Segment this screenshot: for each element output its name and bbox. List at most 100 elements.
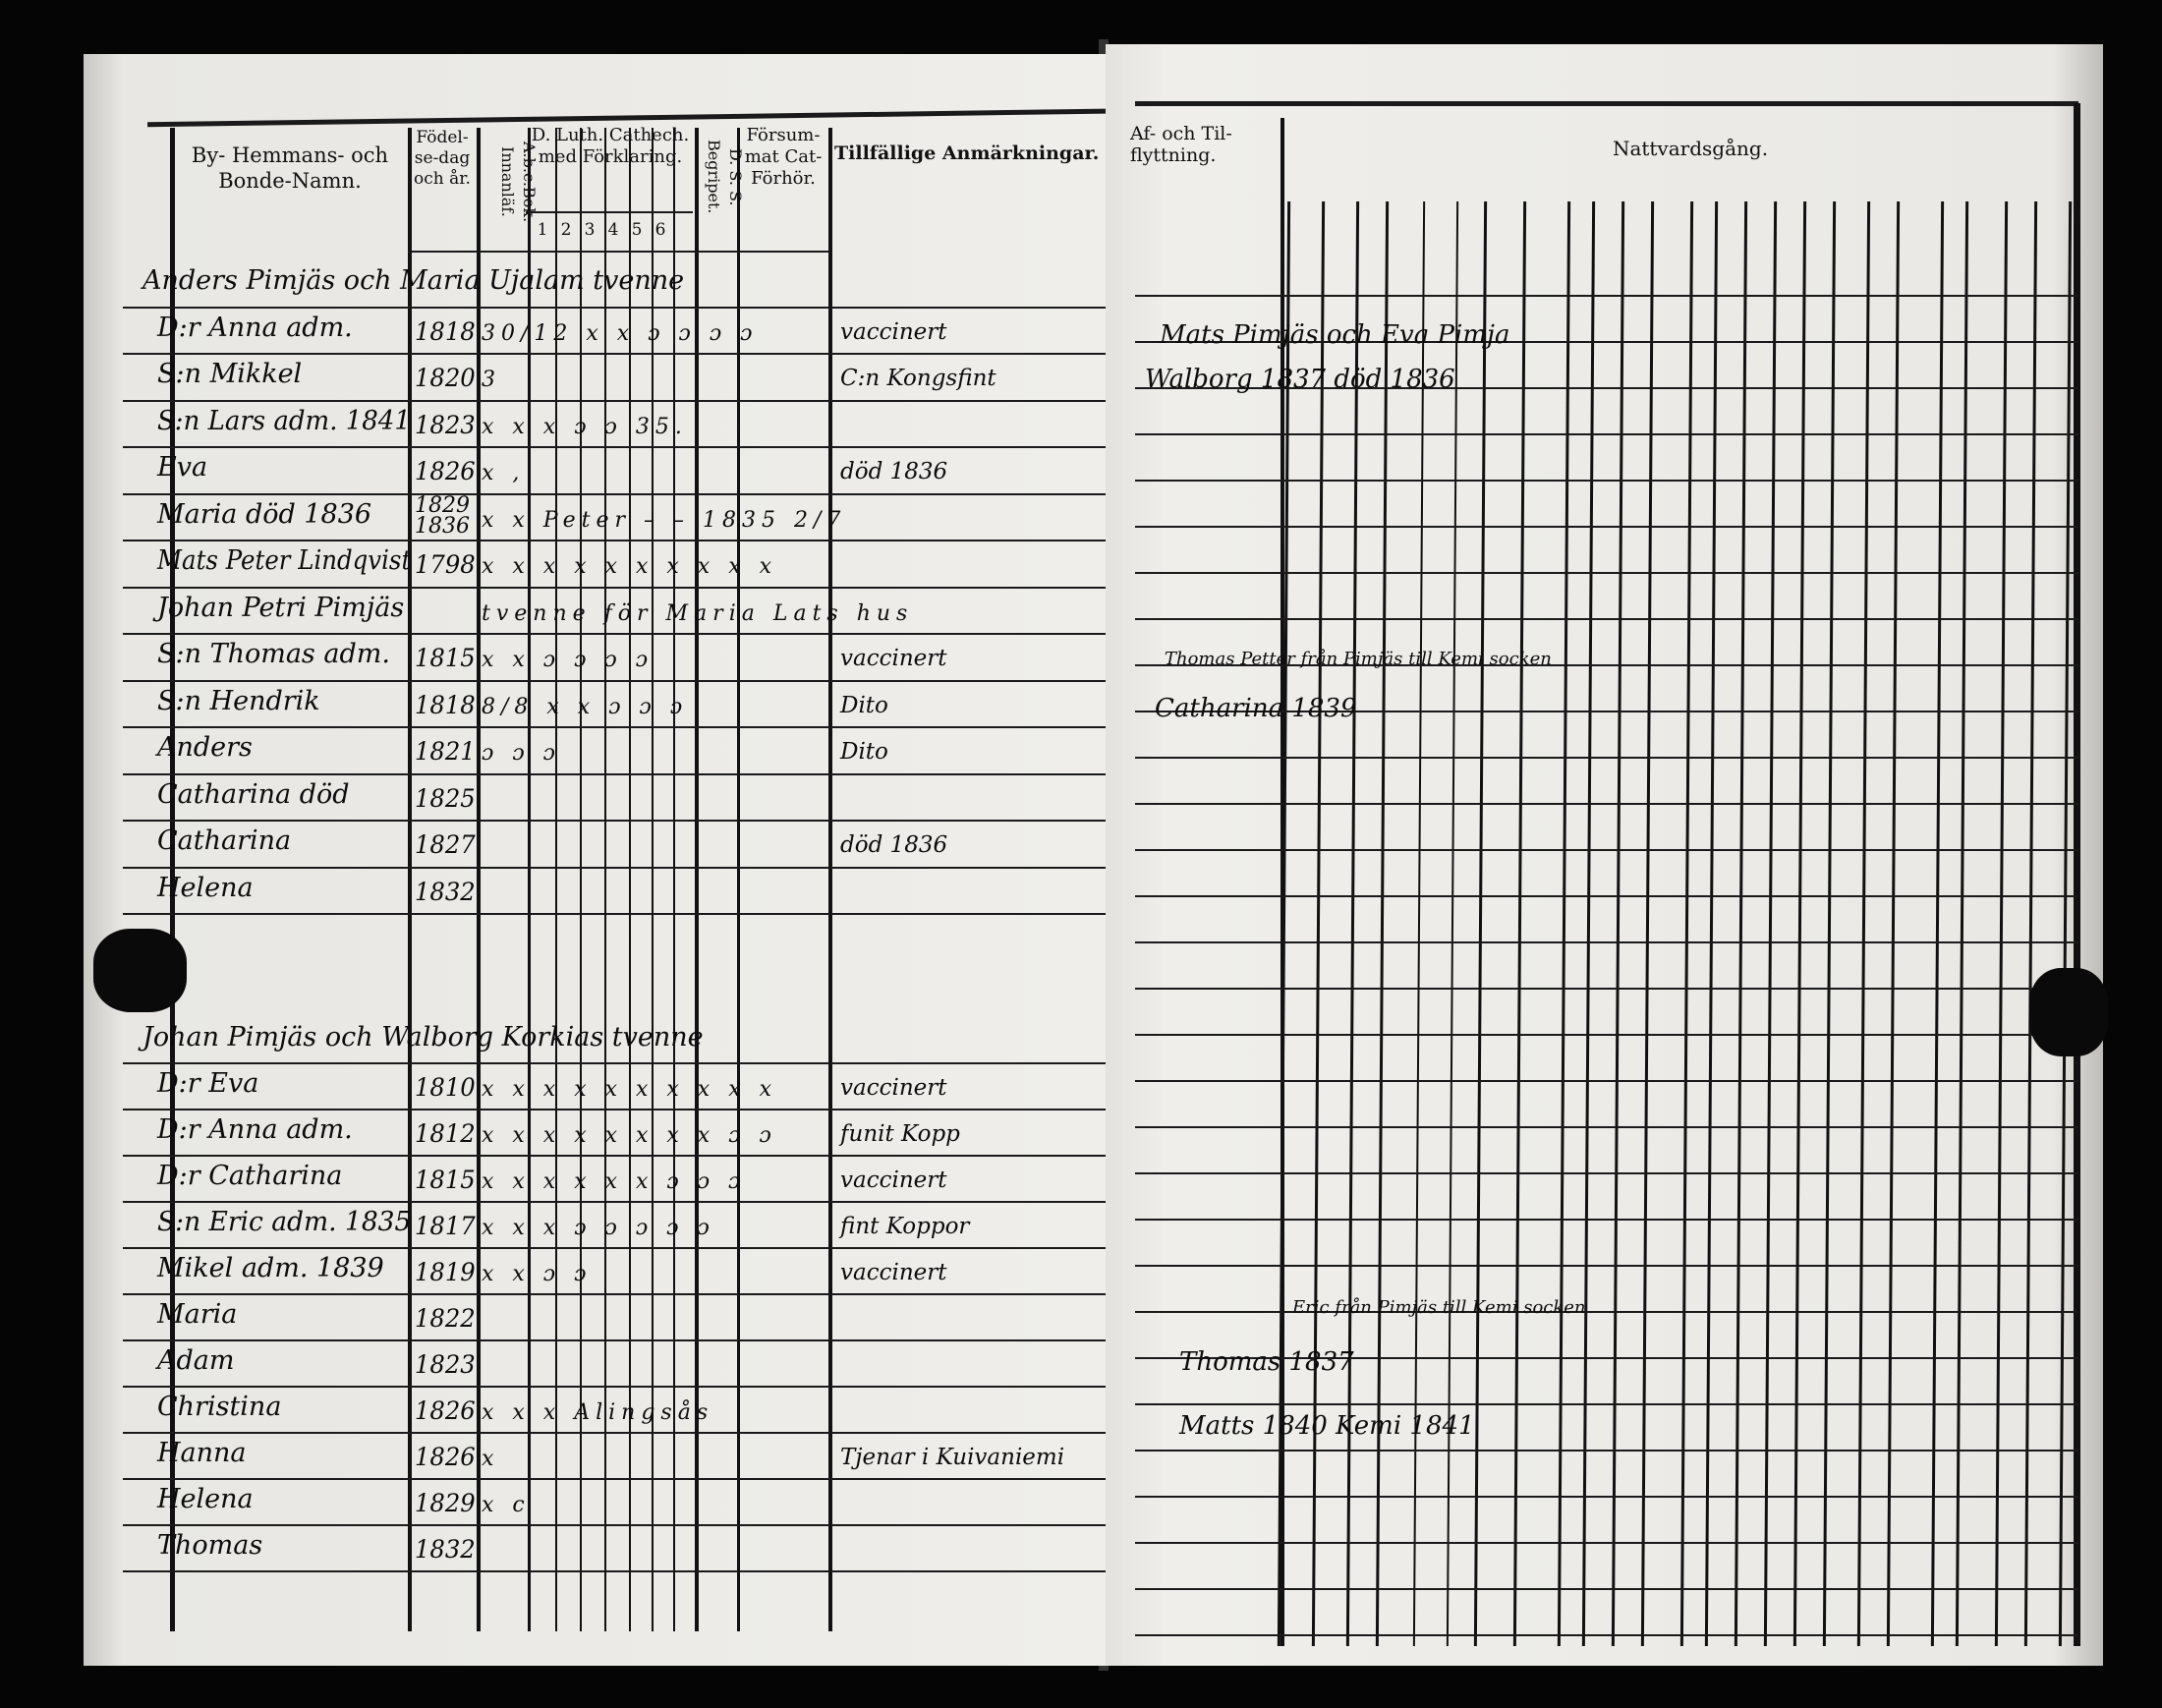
remark-cell: vaccinert xyxy=(840,1167,947,1193)
row-rule xyxy=(123,1570,1106,1572)
row-rule xyxy=(123,1201,1106,1203)
row-rule xyxy=(123,1339,1106,1341)
column-rule xyxy=(604,128,606,1631)
header-name: By- Hemmans- och Bonde-Namn. xyxy=(191,143,389,193)
birth-year-cell: 1829 1836 xyxy=(415,492,470,539)
column-rule xyxy=(1512,201,1527,1646)
row-rule xyxy=(1135,1357,2078,1359)
column-rule xyxy=(1955,201,1969,1646)
column-rule xyxy=(1856,201,1871,1646)
column-rule xyxy=(2023,201,2038,1646)
left-page: By- Hemmans- och Bonde-Namn. Födel-se-da… xyxy=(84,54,1169,1666)
remark-cell: vaccinert xyxy=(840,1075,947,1101)
right-page: Af- och Til-flyttning. Nattvardsgång. Ma… xyxy=(1106,44,2103,1666)
birth-year-cell: 1815 xyxy=(415,644,476,672)
name-cell: Johan Petri Pimjäs xyxy=(157,592,405,623)
column-rule xyxy=(828,128,832,1631)
right-edge-rule xyxy=(2074,103,2080,1646)
row-rule xyxy=(123,1293,1106,1295)
row-rule xyxy=(123,866,1106,869)
name-cell: S:n Lars adm. 1841 xyxy=(157,405,411,436)
row-rule xyxy=(1135,618,2078,620)
name-cell: Eva xyxy=(157,452,208,483)
header-catech: D. Luth. Cathech. med Förklaring. xyxy=(531,125,690,167)
birth-year-cell: 1812 xyxy=(415,1119,476,1148)
row-rule xyxy=(123,399,1106,402)
row-rule xyxy=(1135,572,2078,574)
column-rule xyxy=(1994,201,2009,1646)
name-cell: Mats Peter Lindqvist xyxy=(157,545,412,576)
row-rule xyxy=(1135,895,2078,897)
remark-cell: fint Koppor xyxy=(840,1214,970,1239)
row-rule xyxy=(1135,988,2078,990)
row-rule xyxy=(123,1478,1106,1480)
catech-sub-label: 2 xyxy=(560,220,572,240)
row-rule xyxy=(123,1109,1106,1110)
communion-entry: Matts 1840 Kemi 1841 xyxy=(1179,1411,1475,1441)
row-rule xyxy=(1135,757,2078,759)
catech-sub-label: 4 xyxy=(607,220,619,240)
birth-year-cell: 1822 xyxy=(415,1304,476,1333)
name-cell: Catharina xyxy=(157,826,292,856)
communion-entry: Mats Pimjäs och Eva Pimja xyxy=(1160,320,1510,350)
remark-cell: vaccinert xyxy=(840,1260,947,1285)
birth-year-cell: 1826 xyxy=(415,457,476,485)
column-rule xyxy=(1679,201,1694,1646)
row-rule xyxy=(123,586,1106,589)
marks-cell: x , xyxy=(482,461,526,485)
catech-sub-label: 5 xyxy=(631,220,643,240)
birth-year-cell: 1832 xyxy=(415,877,476,906)
birth-year-cell: 1825 xyxy=(415,783,476,813)
row-rule xyxy=(1135,711,2078,712)
marks-cell: x x ɔ ɔ ɔ ɔ xyxy=(482,648,654,672)
row-rule xyxy=(1135,1496,2078,1498)
name-cell: Adam xyxy=(157,1345,235,1376)
row-rule xyxy=(1135,849,2078,851)
row-rule xyxy=(1135,433,2078,435)
marks-cell: 3 xyxy=(482,368,501,392)
row-rule xyxy=(123,1432,1106,1434)
row-rule xyxy=(123,492,1106,495)
row-rule xyxy=(1135,941,2078,943)
marks-cell: x x x ɔ ɔ ɔ ɔ ɔ xyxy=(482,1216,715,1240)
name-cell: D:r Anna adm. xyxy=(157,1114,353,1145)
row-rule xyxy=(123,679,1106,682)
marks-cell: x x x x x x ɔ ɔ ɔ xyxy=(482,1169,747,1194)
row-rule xyxy=(123,353,1106,355)
row-rule xyxy=(1135,526,2078,528)
thumb-left xyxy=(93,929,187,1012)
header-forsummat: Försum-mat Cat-Förhör. xyxy=(744,125,823,189)
remark-cell: vaccinert xyxy=(840,646,947,671)
column-rule xyxy=(1473,201,1488,1646)
catech-sub-label: 6 xyxy=(654,220,666,240)
column-rule xyxy=(555,128,557,1631)
column-rule xyxy=(408,128,412,1631)
marks-cell: x x x x x x x x x x xyxy=(482,554,778,579)
row-rule xyxy=(1135,664,2078,666)
row-rule xyxy=(1135,1219,2078,1221)
remark-cell: död 1836 xyxy=(840,459,948,484)
communion-entry: Thomas 1837 xyxy=(1179,1347,1354,1377)
birth-year-cell: 1829 xyxy=(415,1489,476,1517)
marks-cell: x c xyxy=(482,1493,531,1517)
top-rule xyxy=(1135,101,2078,106)
column-rule xyxy=(1930,201,1945,1646)
marks-cell: x x x Alingsås xyxy=(482,1400,714,1425)
row-rule xyxy=(1135,1588,2078,1590)
name-cell: Hanna xyxy=(157,1438,247,1468)
row-rule xyxy=(123,726,1106,728)
row-rule xyxy=(123,772,1106,775)
column-rule xyxy=(1611,201,1625,1646)
column-rule xyxy=(2058,201,2073,1646)
birth-year-cell: 1826 xyxy=(415,1396,476,1425)
column-rule xyxy=(1763,201,1778,1646)
column-rule xyxy=(652,128,654,1631)
row-rule xyxy=(1135,387,2078,389)
marks-cell: x x x x x x x x ɔ ɔ xyxy=(482,1123,777,1148)
catech-rule xyxy=(526,211,693,213)
communion-entry: Catharina 1839 xyxy=(1155,694,1357,723)
column-rule xyxy=(580,128,582,1631)
name-cell: Maria död 1836 xyxy=(157,498,372,530)
name-cell: Mikel adm. 1839 xyxy=(157,1253,384,1283)
row-rule xyxy=(123,1386,1106,1388)
